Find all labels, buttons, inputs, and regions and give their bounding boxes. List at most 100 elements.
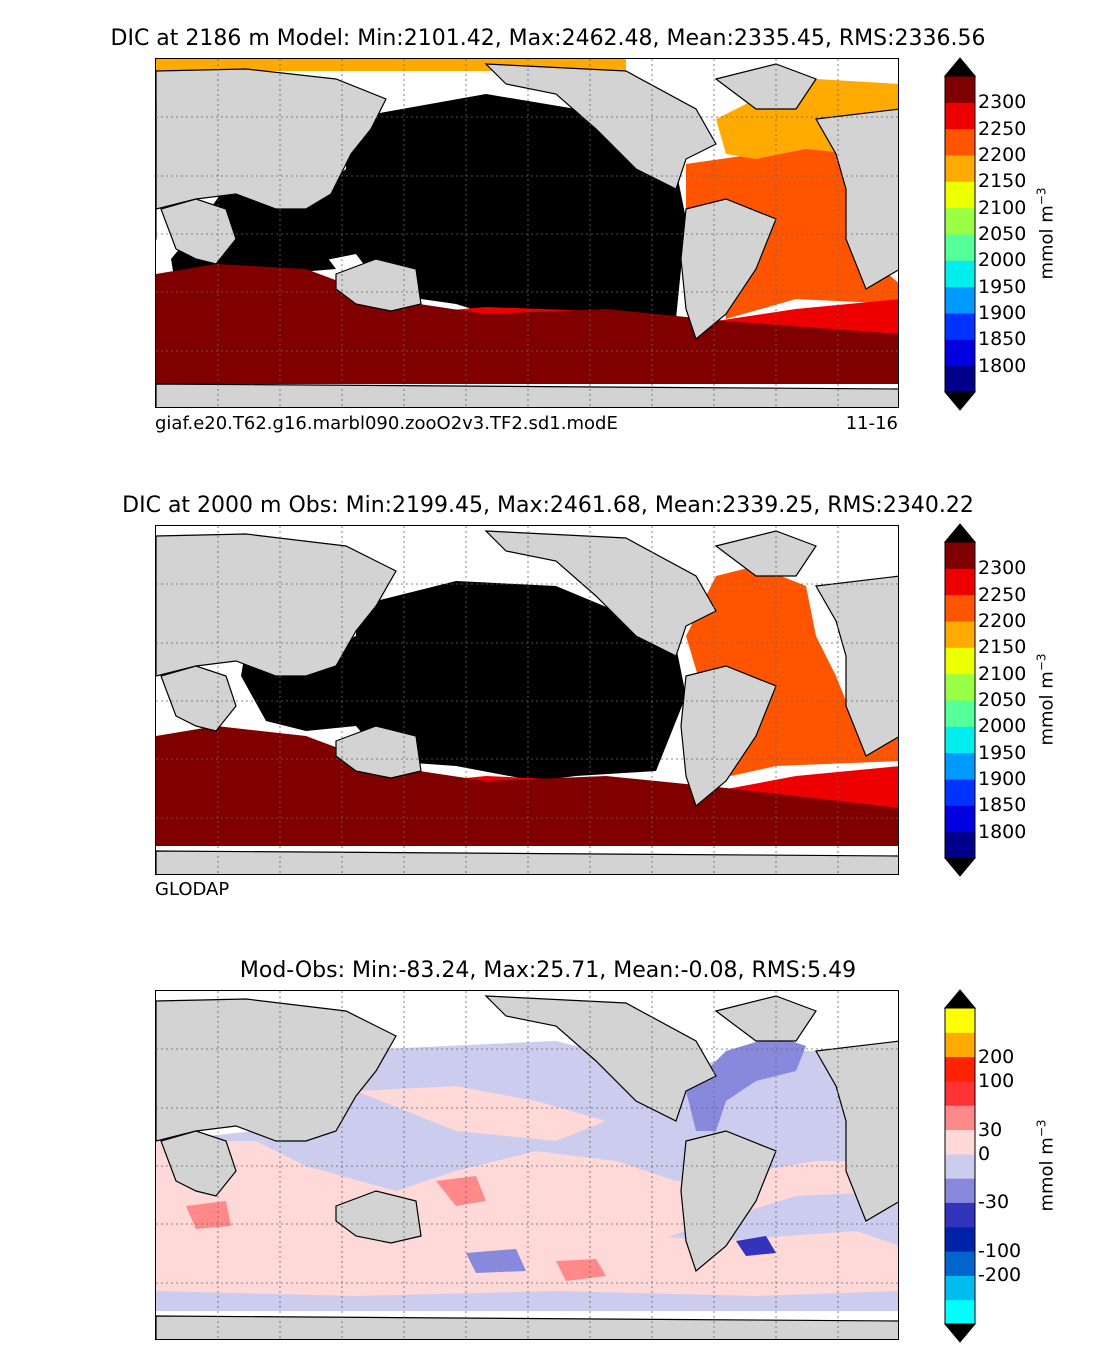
diff-strong-positive <box>556 1259 606 1281</box>
colorbar-segment <box>945 1129 975 1155</box>
colorbar-tick-label: 2300 <box>978 557 1027 580</box>
diff-strong-positive <box>186 1201 231 1229</box>
colorbar-tick-label: 1950 <box>978 275 1027 298</box>
colorbar-tick-label: -30 <box>978 1191 1010 1214</box>
colorbar-segment <box>945 234 975 261</box>
colorbar-segment <box>945 594 975 622</box>
panel2-colorbar-unit: mmol m−3 <box>1034 653 1058 746</box>
colorbar-segment <box>945 568 975 596</box>
colorbar-tick-label: 2000 <box>978 249 1027 272</box>
diff-positive-field <box>156 1181 898 1296</box>
colorbar-tick-label: 2250 <box>978 117 1027 140</box>
colorbar-segment <box>945 831 975 859</box>
colorbar-segment <box>945 1032 975 1058</box>
colorbar-svg <box>943 57 977 411</box>
colorbar-tick-label: 2100 <box>978 662 1027 685</box>
colorbar-tick-label: 1900 <box>978 768 1027 790</box>
diff-strong-negative <box>686 1036 806 1131</box>
colorbar-svg <box>943 523 977 877</box>
colorbar-segment <box>945 1202 975 1228</box>
panel1-colorbar <box>943 57 977 411</box>
colorbar-tick-label: 2300 <box>978 91 1027 114</box>
colorbar-segment <box>945 365 975 393</box>
colorbar-tick-label: 1850 <box>978 328 1027 351</box>
map-grid <box>156 991 898 1339</box>
colorbar-segment <box>945 1105 975 1131</box>
colorbar-segment <box>945 313 975 340</box>
panel2-title: DIC at 2000 m Obs: Min:2199.45, Max:2461… <box>122 493 974 518</box>
colorbar-tick-label: 2250 <box>978 583 1027 606</box>
colorbar-tick-label: 1950 <box>978 741 1027 764</box>
pacific-deep-water <box>196 94 686 329</box>
diff-strong-negative <box>736 1236 776 1256</box>
colorbar-tick-label: 200 <box>978 1045 1015 1068</box>
colorbar-svg <box>943 989 977 1343</box>
colorbar-segment <box>945 673 975 701</box>
colorbar-segment <box>945 128 975 156</box>
colorbar-segment <box>945 1226 975 1252</box>
colorbar-segment <box>945 207 975 235</box>
map-grid <box>156 526 898 874</box>
colorbar-tick-label: -200 <box>978 1264 1022 1287</box>
panel1-caption-left: giaf.e20.T62.g16.marbl090.zooO2v3.TF2.sd… <box>155 413 618 434</box>
panel3-colorbar-unit: mmol m−3 <box>1034 1119 1058 1212</box>
map-grid <box>156 59 898 407</box>
colorbar-segment <box>945 700 975 727</box>
panel1-map-svg <box>156 59 898 407</box>
colorbar-segment <box>945 1080 975 1106</box>
colorbar-over-extension <box>943 523 977 543</box>
colorbar-segment <box>945 1251 975 1276</box>
diff-strong-negative <box>466 1249 526 1273</box>
colorbar-tick-label: 1800 <box>978 820 1027 843</box>
colorbar-tick-label: 2050 <box>978 223 1027 245</box>
colorbar-under-extension <box>943 1323 977 1343</box>
colorbar-tick-label: 1800 <box>978 354 1027 377</box>
colorbar-tick-label: 1850 <box>978 794 1027 817</box>
panel2-map-svg <box>156 526 898 874</box>
colorbar-segment <box>945 102 975 130</box>
colorbar-tick-label: 2000 <box>978 715 1027 738</box>
panel1-title: DIC at 2186 m Model: Min:2101.42, Max:24… <box>110 26 986 51</box>
panel1-colorbar-unit: mmol m−3 <box>1034 187 1058 280</box>
panel1-map <box>155 58 899 408</box>
colorbar-over-extension <box>943 989 977 1009</box>
pacific-deep-water <box>241 581 686 781</box>
colorbar-segment <box>945 76 975 103</box>
colorbar-over-extension <box>943 57 977 77</box>
panel3-map <box>155 990 899 1340</box>
colorbar-tick-label: 100 <box>978 1069 1015 1092</box>
colorbar-tick-label: 1900 <box>978 302 1027 324</box>
colorbar-segment <box>945 1056 975 1082</box>
land-masses <box>156 63 898 407</box>
colorbar-tick-label: 2200 <box>978 144 1027 166</box>
colorbar-segment <box>945 286 975 314</box>
panel3-colorbar <box>943 989 977 1343</box>
colorbar-segment <box>945 339 975 367</box>
colorbar-segment <box>945 1275 975 1301</box>
colorbar-segment <box>945 260 975 288</box>
colorbar-tick-label: 2100 <box>978 196 1027 219</box>
colorbar-under-extension <box>943 391 977 411</box>
colorbar-segment <box>945 1299 975 1325</box>
colorbar-under-extension <box>943 857 977 877</box>
southern-ocean-water <box>156 264 898 384</box>
panel3-title: Mod-Obs: Min:-83.24, Max:25.71, Mean:-0.… <box>239 958 857 983</box>
colorbar-segment <box>945 1008 975 1033</box>
colorbar-segment <box>945 155 975 182</box>
colorbar-tick-label: 2050 <box>978 689 1027 711</box>
colorbar-segment <box>945 752 975 780</box>
colorbar-segment <box>945 542 975 569</box>
diff-positive-field <box>356 1086 606 1141</box>
panel3-map-svg <box>156 991 898 1339</box>
panel2-colorbar <box>943 523 977 877</box>
colorbar-segment <box>945 621 975 648</box>
diff-strong-positive <box>436 1176 486 1206</box>
colorbar-tick-label: 2150 <box>978 636 1027 659</box>
colorbar-tick-label: 0 <box>978 1142 991 1165</box>
panel2-caption-left: GLODAP <box>155 879 230 900</box>
land-masses <box>156 530 898 874</box>
colorbar-segment <box>945 726 975 754</box>
colorbar-tick-label: 30 <box>978 1118 1003 1141</box>
colorbar-tick-label: -100 <box>978 1240 1022 1263</box>
colorbar-segment <box>945 647 975 675</box>
